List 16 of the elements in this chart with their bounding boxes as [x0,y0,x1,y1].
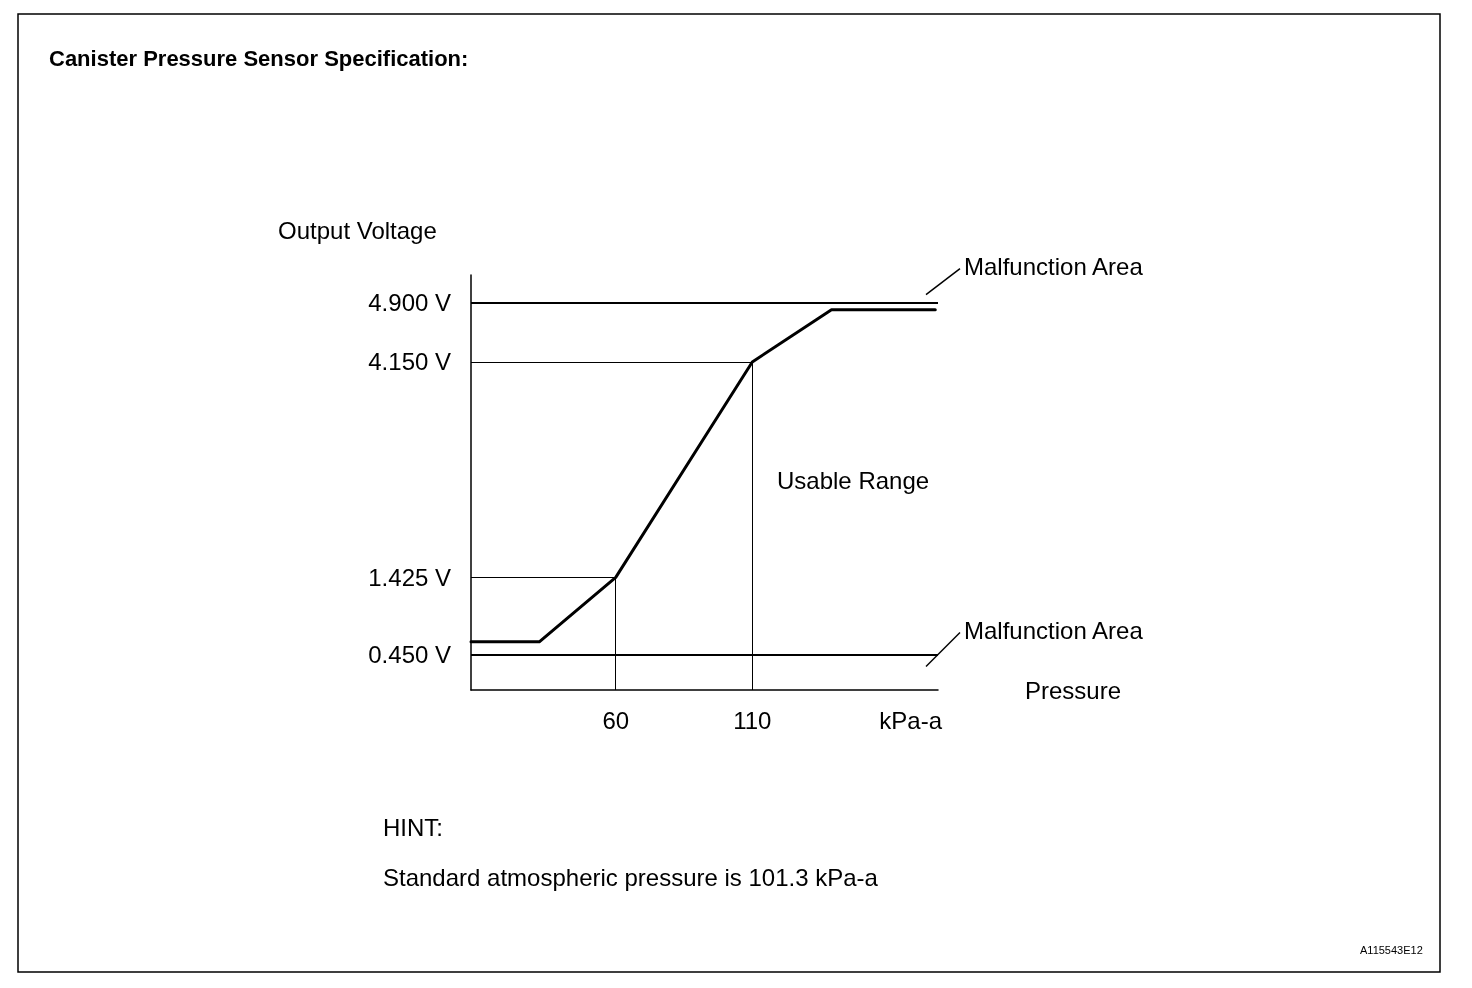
x-axis-title: Pressure [1025,676,1122,704]
y-axis-title: Output Voltage [278,216,437,244]
y-tick-label: 1.425 V [368,563,451,591]
legend-label: Malfunction Area [964,253,1144,281]
text: Canister Pressure Sensor Specification: [49,45,469,71]
annotation: Usable Range [777,466,930,494]
text: Standard atmospheric pressure is 101.3 kPa-a [383,863,879,891]
text: HINT: [383,813,443,841]
x-tick-label: kPa-a [879,706,943,734]
y-tick-label: 4.900 V [368,289,451,317]
text: A115543E12 [1360,943,1423,956]
y-tick-label: 0.450 V [368,640,451,668]
x-tick-label: 110 [733,706,772,734]
ref-line-label: Malfunction Area [964,616,1144,644]
x-tick-label: 60 [602,706,630,734]
y-tick-label: 4.150 V [368,348,451,376]
